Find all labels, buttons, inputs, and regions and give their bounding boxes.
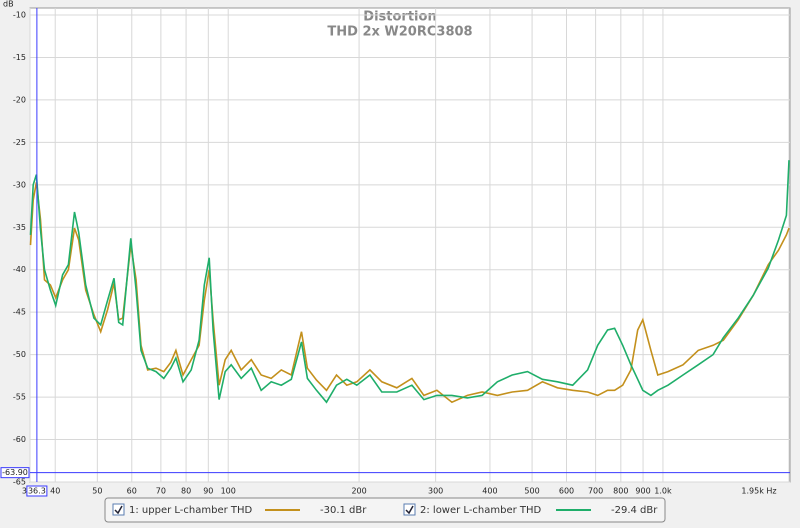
y-tick-label: -50 — [13, 350, 26, 359]
y-tick-label: -55 — [13, 393, 26, 402]
x-tick-label: 80 — [181, 487, 191, 496]
x-tick-label: 60 — [127, 487, 137, 496]
y-tick-label: -45 — [13, 308, 26, 317]
legend-box — [104, 497, 666, 523]
cursor-x-label: 36.3 — [28, 487, 46, 496]
y-tick-label: -65 — [13, 478, 26, 487]
cursor-x-box — [26, 485, 48, 497]
y-tick-label: -35 — [13, 223, 26, 232]
x-tick-label: 300 — [428, 487, 443, 496]
y-tick-label: -15 — [13, 53, 26, 62]
legend-value: -30.1 dBr — [320, 505, 367, 516]
series-line — [29, 160, 790, 404]
chart-title: Distortion — [363, 10, 436, 25]
cursor-y-box — [0, 467, 30, 479]
legend-name: 2: lower L-chamber THD — [420, 505, 542, 516]
x-tick-label: 90 — [203, 487, 213, 496]
x-tick-label: 800 — [613, 487, 628, 496]
y-axis-label: dB — [3, 0, 14, 9]
legend-value: -29.4 dBr — [611, 505, 658, 516]
y-tick-label: -40 — [13, 265, 26, 274]
x-tick-label: 900 — [635, 487, 650, 496]
x-tick-label: 200 — [351, 487, 366, 496]
y-tick-label: -20 — [13, 95, 26, 104]
x-tick-label: 40 — [50, 487, 60, 496]
x-tick-label: 1.95k Hz — [741, 487, 776, 496]
x-tick-label: 1.0k — [654, 487, 672, 496]
legend-check — [114, 505, 123, 515]
x-tick-label: 100 — [221, 487, 236, 496]
x-tick-label: 500 — [524, 487, 539, 496]
x-tick-label: 600 — [559, 487, 574, 496]
x-tick-label: 700 — [588, 487, 603, 496]
x-tick-label: 70 — [156, 487, 166, 496]
y-tick-label: -25 — [13, 138, 26, 147]
legend-check — [405, 505, 414, 515]
cursor-y-label: -63.90 — [2, 468, 28, 477]
plot-area — [29, 7, 791, 483]
chart-subtitle: THD 2x W20RC3808 — [327, 25, 472, 40]
x-tick-label: 3 — [22, 487, 27, 496]
x-tick-label: 50 — [92, 487, 102, 496]
legend-checkbox[interactable] — [112, 503, 125, 516]
x-tick-label: 400 — [482, 487, 497, 496]
series-line — [29, 182, 790, 404]
y-tick-label: -10 — [13, 11, 26, 20]
legend-checkbox[interactable] — [403, 503, 416, 516]
y-tick-label: -30 — [13, 180, 26, 189]
y-tick-label: -60 — [13, 435, 26, 444]
legend-name: 1: upper L-chamber THD — [129, 505, 253, 516]
